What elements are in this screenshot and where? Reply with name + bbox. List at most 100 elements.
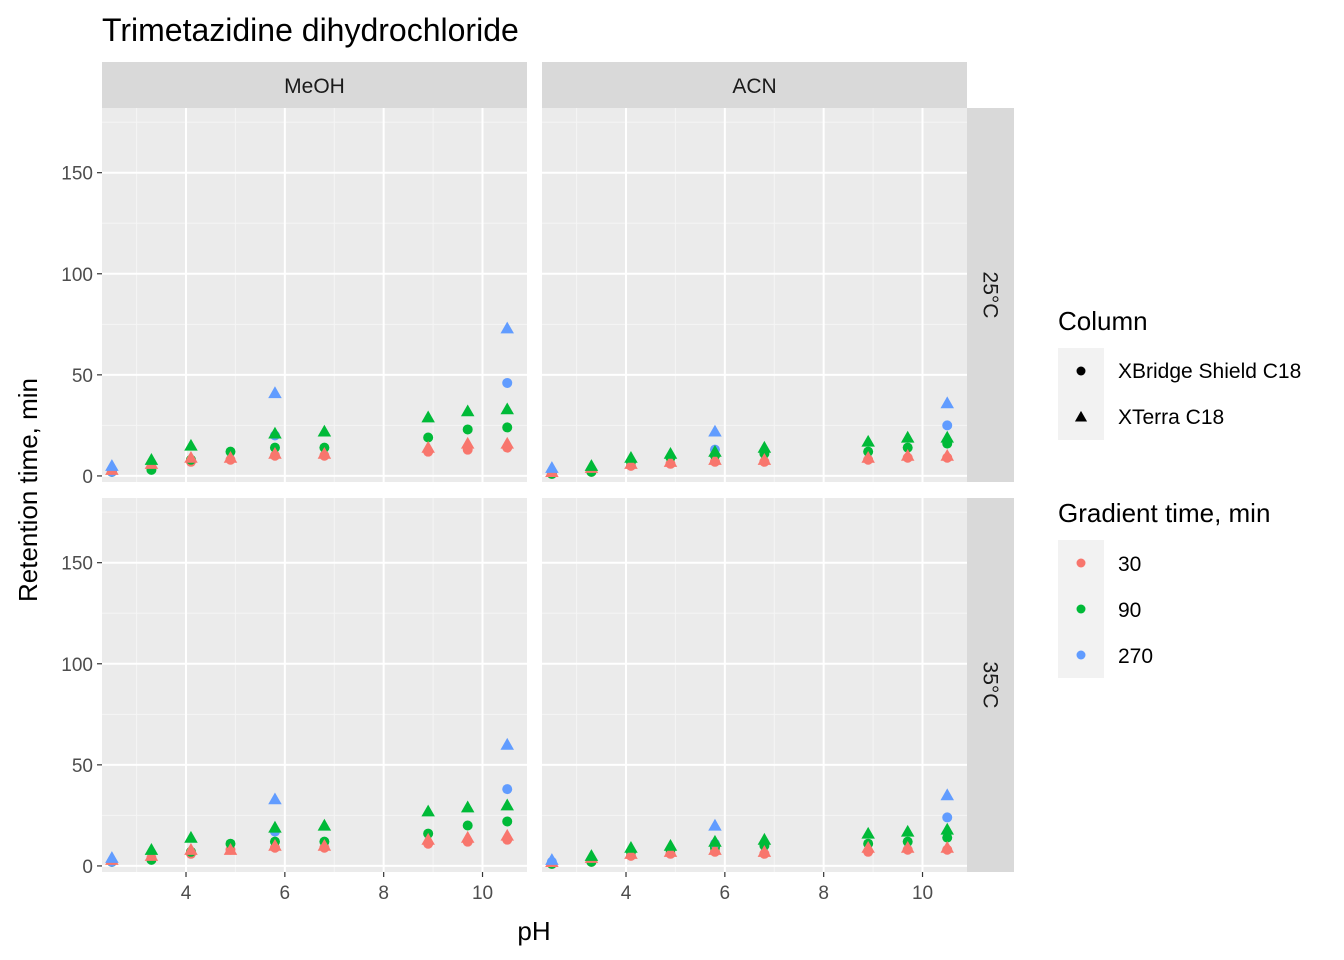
legend: Column XBridge Shield C18 XTerra C18 Gradie…: [1058, 306, 1301, 678]
legend-title-gradient: Gradient time, min: [1058, 498, 1270, 528]
data-point: [223, 843, 238, 855]
data-point: [105, 459, 119, 471]
data-point: [708, 843, 722, 855]
x-axis-title: pH: [517, 916, 550, 946]
strip-col-label: MeOH: [284, 75, 345, 98]
y-tick-label: 150: [61, 164, 93, 185]
data-point: [663, 446, 678, 459]
data-point: [624, 457, 638, 469]
data-point: [144, 453, 159, 465]
data-point: [460, 436, 475, 449]
strip-col-0: [102, 62, 527, 108]
data-point: [757, 453, 772, 465]
data-point: [223, 450, 238, 463]
strip-col-label: ACN: [732, 75, 776, 98]
data-point: [861, 450, 875, 463]
data-point: [421, 832, 435, 845]
x-tick-label: 6: [280, 883, 291, 904]
data-point: [942, 420, 953, 431]
data-point: [500, 402, 514, 415]
data-point: [268, 446, 282, 459]
data-point: [708, 424, 722, 437]
data-point: [900, 824, 915, 837]
data-point: [144, 843, 159, 855]
data-point: [545, 461, 559, 473]
data-point: [502, 422, 513, 433]
data-point: [268, 820, 282, 833]
data-point: [500, 436, 514, 449]
y-tick-label: 50: [72, 756, 93, 777]
data-point: [942, 832, 953, 843]
y-tick-label: 100: [61, 265, 93, 286]
y-axis-title: Retention time, min: [13, 378, 43, 602]
legend-label: XBridge Shield C18: [1118, 360, 1301, 383]
data-point: [624, 840, 638, 853]
legend-key-color: [1076, 604, 1086, 614]
data-point: [460, 800, 475, 813]
legend-key-color: [1076, 650, 1086, 660]
data-point: [268, 792, 282, 805]
legend-key-circle: [1076, 366, 1086, 376]
data-point: [940, 396, 954, 409]
data-point: [500, 798, 514, 811]
data-point: [902, 442, 913, 453]
y-tick-label: 150: [61, 554, 93, 575]
data-point: [184, 830, 198, 843]
data-point: [708, 453, 722, 465]
data-point: [663, 455, 678, 467]
data-point: [663, 845, 678, 857]
data-point: [423, 432, 434, 443]
data-point: [940, 840, 954, 853]
legend-label: XTerra C18: [1118, 406, 1224, 429]
legend-key-triangle: [1074, 410, 1088, 422]
data-point: [421, 440, 435, 453]
data-point: [663, 838, 678, 851]
panel-ACN-25°C: [542, 108, 967, 482]
data-point: [708, 444, 722, 457]
data-point: [502, 784, 513, 795]
y-tick-label: 0: [82, 467, 93, 488]
data-point: [105, 851, 119, 863]
data-point: [502, 377, 513, 388]
panel-background: [542, 498, 967, 872]
legend-label: 270: [1118, 645, 1153, 668]
data-point: [268, 386, 282, 399]
strip-row-label: 25°C: [979, 272, 1002, 319]
data-point: [500, 828, 514, 841]
legend-label: 90: [1118, 599, 1141, 622]
panel-background: [102, 108, 527, 482]
data-point: [462, 424, 473, 435]
data-point: [708, 834, 722, 847]
data-point: [500, 737, 514, 750]
data-point: [584, 849, 599, 861]
x-tick-label: 10: [912, 883, 933, 904]
panel-ACN-35°C: 4 6 8 10: [542, 498, 967, 904]
y-tick-label: 100: [61, 655, 93, 676]
data-point: [460, 830, 475, 843]
data-point: [708, 818, 722, 831]
y-tick-label: 0: [82, 857, 93, 878]
data-point: [940, 448, 954, 461]
data-point: [757, 845, 772, 857]
panel-background: [542, 108, 967, 482]
data-point: [462, 820, 473, 831]
data-point: [184, 843, 198, 855]
data-point: [757, 440, 772, 453]
strip-row-0: [967, 108, 1014, 482]
data-point: [268, 838, 282, 851]
data-point: [317, 838, 332, 851]
data-point: [421, 804, 435, 817]
data-point: [460, 404, 475, 417]
x-tick-label: 4: [181, 883, 192, 904]
chart-title: Trimetazidine dihydrochloride: [102, 12, 519, 48]
data-point: [421, 410, 435, 423]
legend-title-column: Column: [1058, 306, 1148, 336]
x-tick-label: 8: [378, 883, 389, 904]
data-point: [861, 840, 875, 853]
legend-key-color: [1076, 558, 1086, 568]
panel-MeOH-25°C: 0 50 100 150: [61, 108, 527, 488]
data-point: [757, 832, 772, 845]
x-tick-label: 6: [720, 883, 731, 904]
panel-background: [102, 498, 527, 872]
